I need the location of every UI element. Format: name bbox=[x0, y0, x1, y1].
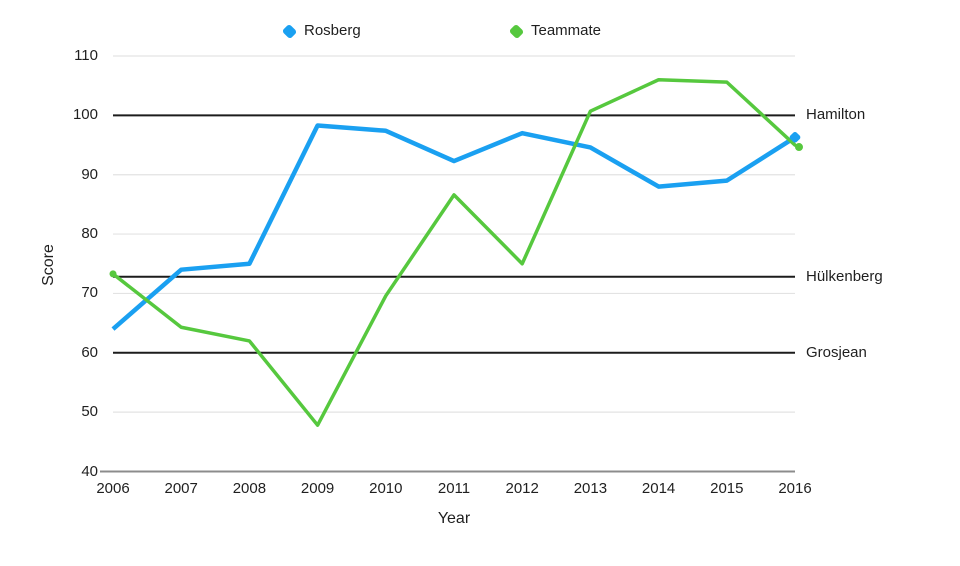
y-tick-label: 70 bbox=[81, 284, 98, 302]
ref-label-grosjean: Grosjean bbox=[806, 343, 867, 361]
x-axis-title: Year bbox=[437, 510, 471, 527]
x-tick-label: 2010 bbox=[369, 480, 403, 497]
rosberg-end-marker-icon bbox=[789, 131, 801, 143]
legend-label-rosberg: Rosberg bbox=[304, 22, 361, 39]
ref-label-hülkenberg: Hülkenberg bbox=[806, 267, 883, 285]
teammate-start-marker-icon bbox=[109, 270, 117, 278]
legend-label-teammate: Teammate bbox=[531, 22, 602, 39]
teammate-line bbox=[111, 77, 797, 427]
y-tick-label: 100 bbox=[72, 106, 98, 124]
y-tick-label: 60 bbox=[81, 343, 98, 361]
teammate-end-marker-icon bbox=[795, 143, 803, 152]
y-tick-label: 80 bbox=[81, 225, 98, 243]
y-tick-label: 90 bbox=[81, 165, 98, 183]
x-tick-label: 2013 bbox=[573, 480, 608, 497]
x-tick-label: 2011 bbox=[437, 480, 471, 497]
y-tick-label: 40 bbox=[81, 462, 98, 480]
x-tick-label: 2016 bbox=[778, 480, 812, 497]
y-tick-label: 110 bbox=[74, 47, 98, 64]
x-tick-label: 2012 bbox=[505, 480, 539, 497]
y-tick-label: 50 bbox=[81, 403, 98, 421]
rosberg-line bbox=[111, 123, 797, 331]
legend-item-rosberg: Rosberg bbox=[281, 22, 361, 40]
x-tick-label: 2015 bbox=[710, 480, 744, 497]
x-tick-label: 2006 bbox=[96, 480, 130, 497]
x-tick-label: 2014 bbox=[641, 480, 676, 497]
x-tick-label: 2009 bbox=[300, 480, 335, 497]
x-tick-label: 2007 bbox=[164, 480, 198, 497]
legend-item-teammate: Teammate bbox=[508, 22, 602, 40]
ref-label-hamilton: Hamilton bbox=[806, 106, 866, 124]
x-tick-label: 2008 bbox=[232, 480, 267, 497]
